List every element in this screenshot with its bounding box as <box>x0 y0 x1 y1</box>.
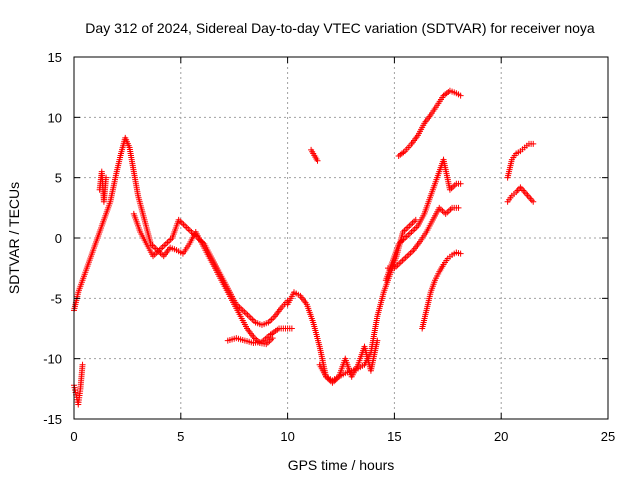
axis-ticks: 0 5 10 15 20 25 -15 -10 -5 0 5 10 15 <box>43 50 615 444</box>
data-point-marker <box>374 337 381 344</box>
grid <box>74 57 608 419</box>
series-track-early-spike <box>96 168 110 205</box>
series-track-flat-low <box>224 325 295 346</box>
series-track-late-a <box>382 156 464 284</box>
y-tick-label: 5 <box>55 171 62 186</box>
y-tick-label: -10 <box>43 352 62 367</box>
y-tick-label: -15 <box>43 412 62 427</box>
y-tick-label: 10 <box>48 110 62 125</box>
x-tick-label: 15 <box>387 429 401 444</box>
data-points <box>71 87 537 408</box>
data-point-marker <box>314 157 321 164</box>
x-tick-label: 20 <box>494 429 508 444</box>
data-point-marker <box>530 140 537 147</box>
data-point-marker <box>457 180 464 187</box>
chart-title: Day 312 of 2024, Sidereal Day-to-day VTE… <box>85 20 595 36</box>
series-track-late-b <box>384 204 462 272</box>
series-track-late-top <box>395 87 464 159</box>
data-point-marker <box>530 198 537 205</box>
series-track-right-lower <box>504 184 537 205</box>
data-point-marker <box>412 216 419 223</box>
y-axis-label: SDTVAR / TECUs <box>6 182 22 294</box>
series-track-right <box>504 140 537 181</box>
series-track-late-c <box>419 249 464 332</box>
x-tick-label: 10 <box>280 429 294 444</box>
data-point-marker <box>457 250 464 257</box>
data-point-marker <box>455 204 462 211</box>
series-track-dip-lower <box>316 337 381 386</box>
x-axis-label: GPS time / hours <box>288 457 395 473</box>
series-track-mid-parallel <box>130 210 291 328</box>
data-point-marker <box>457 92 464 99</box>
x-tick-label: 0 <box>70 429 77 444</box>
y-tick-label: -5 <box>50 291 62 306</box>
y-tick-label: 15 <box>48 50 62 65</box>
data-point-marker <box>288 325 295 332</box>
y-tick-label: 0 <box>55 231 62 246</box>
x-tick-label: 5 <box>177 429 184 444</box>
data-point-marker <box>103 174 110 181</box>
series-track-early-low <box>71 361 86 408</box>
series-track-short-mid <box>308 146 321 164</box>
data-point-marker <box>79 361 86 368</box>
x-tick-label: 25 <box>601 429 615 444</box>
